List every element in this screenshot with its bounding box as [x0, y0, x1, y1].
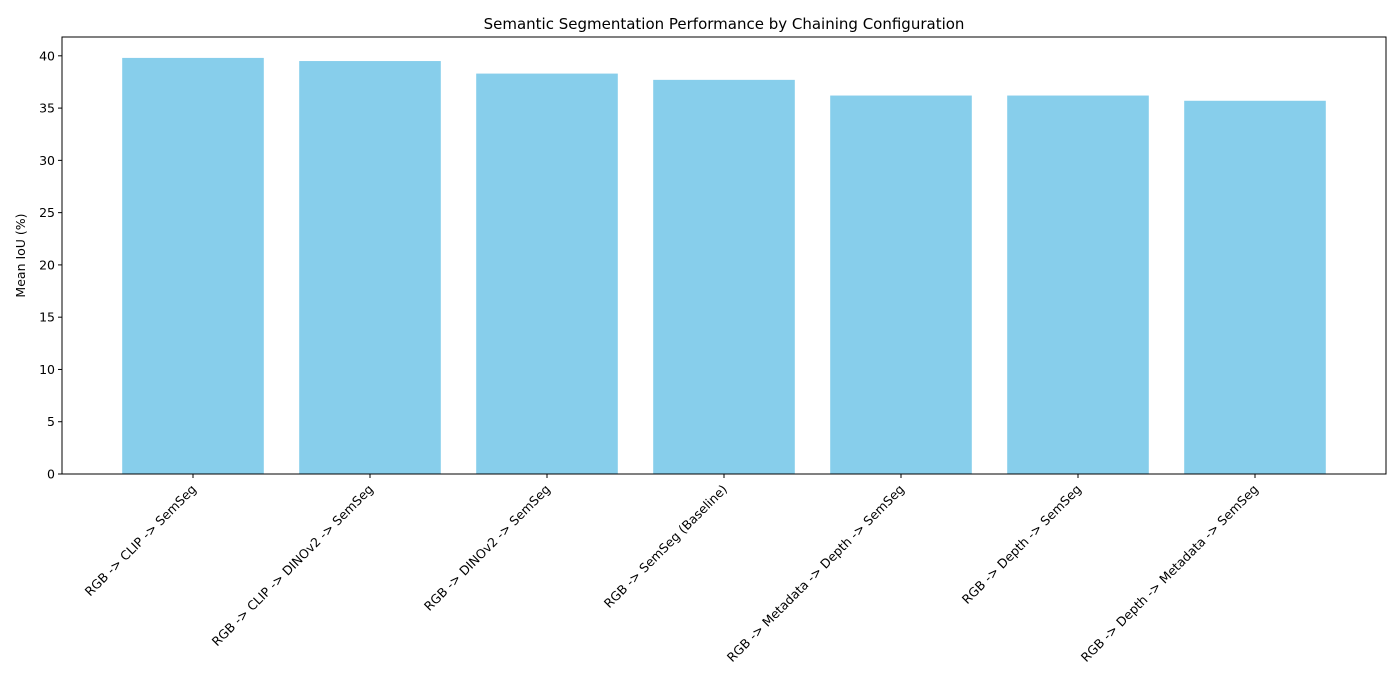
- x-tick-label: RGB -> DINOv2 -> SemSeg: [421, 482, 553, 614]
- x-axis: RGB -> CLIP -> SemSeg RGB -> CLIP -> DINO…: [82, 474, 1261, 665]
- x-tick-label: RGB -> SemSeg (Baseline): [601, 482, 730, 611]
- y-axis: 0 5 10 15 20 25 30 35 40: [39, 48, 62, 482]
- x-tick-label: RGB -> CLIP -> DINOv2 -> SemSeg: [209, 482, 376, 649]
- x-tick-label: RGB -> Metadata -> Depth -> SemSeg: [724, 482, 907, 665]
- chart-title: Semantic Segmentation Performance by Cha…: [484, 15, 965, 33]
- bar-6: [1184, 100, 1326, 474]
- bar-4: [830, 95, 972, 474]
- x-tick-label: RGB -> Depth -> Metadata -> SemSeg: [1078, 482, 1261, 665]
- bar-2: [476, 73, 618, 474]
- y-tick-label: 40: [39, 48, 55, 63]
- y-tick-label: 10: [39, 362, 55, 377]
- x-tick-label: RGB -> CLIP -> SemSeg: [82, 482, 199, 599]
- y-tick-label: 30: [39, 153, 55, 168]
- y-axis-label: Mean IoU (%): [13, 213, 28, 297]
- y-tick-label: 5: [47, 414, 55, 429]
- y-tick-label: 25: [39, 205, 55, 220]
- bar-5: [1007, 95, 1149, 474]
- y-tick-label: 20: [39, 257, 55, 272]
- y-tick-label: 35: [39, 101, 55, 116]
- y-tick-label: 15: [39, 310, 55, 325]
- bars-group: [122, 57, 1326, 475]
- bar-0: [122, 57, 264, 475]
- x-tick-label: RGB -> Depth -> SemSeg: [959, 482, 1084, 607]
- bar-1: [299, 61, 441, 474]
- bar-3: [653, 79, 795, 474]
- y-tick-label: 0: [47, 467, 55, 482]
- plot-frame: [61, 36, 1387, 475]
